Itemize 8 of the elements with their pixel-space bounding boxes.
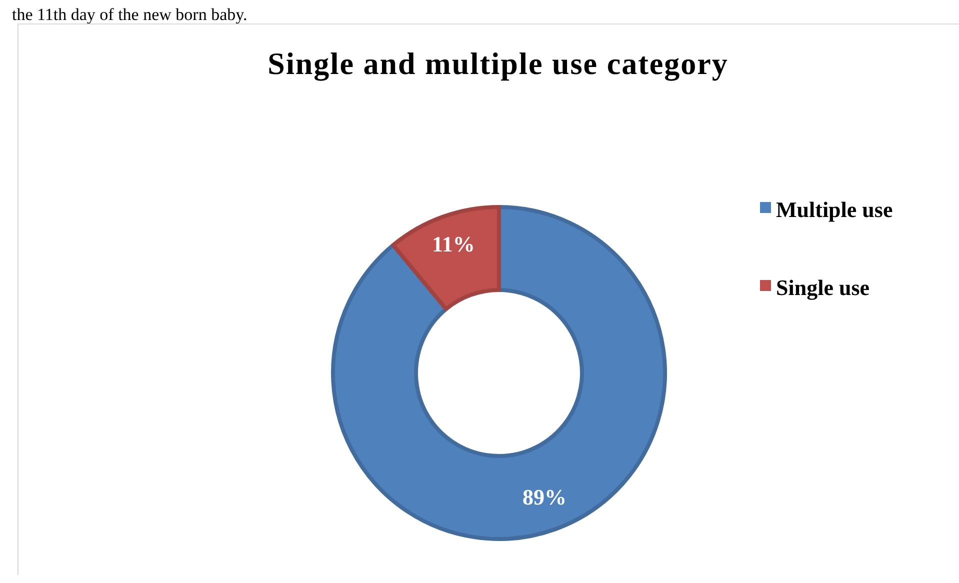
donut-slice [391,205,501,312]
donut-slice [331,205,667,541]
text: the 11th day of the new born baby. [12,5,248,24]
legend-label: Single use [776,275,870,300]
data-label: 11% [432,232,475,256]
data-label: 89% [522,484,567,510]
chart-title: Single and multiple use category [268,46,728,81]
legend-label: Multiple use [776,197,893,222]
